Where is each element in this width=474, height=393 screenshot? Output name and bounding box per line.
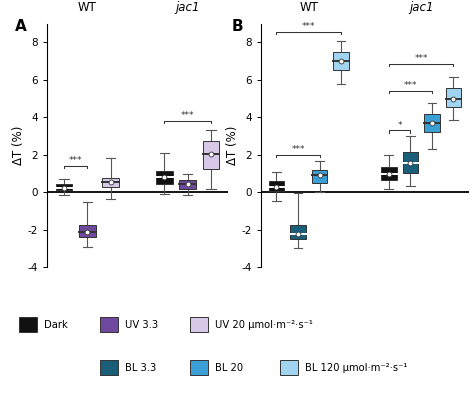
Bar: [79, 225, 96, 237]
Text: ***: ***: [302, 22, 316, 31]
Bar: [381, 167, 397, 180]
Text: B: B: [231, 19, 243, 34]
Bar: [312, 170, 328, 183]
Text: WT: WT: [78, 1, 97, 14]
Text: ***: ***: [181, 111, 194, 120]
Y-axis label: ΔT (%): ΔT (%): [12, 126, 25, 165]
Text: jac1: jac1: [175, 1, 200, 14]
Bar: [269, 181, 284, 191]
Bar: [203, 141, 219, 169]
Text: Dark: Dark: [44, 320, 68, 330]
Bar: [179, 180, 196, 189]
Text: jac1: jac1: [409, 1, 433, 14]
Text: A: A: [15, 19, 27, 34]
Text: BL 20: BL 20: [215, 363, 243, 373]
Y-axis label: ΔT (%): ΔT (%): [226, 126, 238, 165]
Text: ***: ***: [69, 156, 82, 165]
Text: ***: ***: [404, 81, 417, 90]
Bar: [402, 152, 418, 173]
Text: ***: ***: [414, 54, 428, 63]
Bar: [424, 114, 440, 132]
Text: *: *: [397, 121, 402, 130]
Bar: [290, 225, 306, 239]
Text: UV 3.3: UV 3.3: [125, 320, 158, 330]
Text: ***: ***: [291, 145, 305, 154]
Text: BL 120 μmol·m⁻²·s⁻¹: BL 120 μmol·m⁻²·s⁻¹: [305, 363, 407, 373]
Bar: [55, 184, 72, 190]
Bar: [446, 88, 461, 107]
Text: WT: WT: [300, 1, 318, 14]
Text: UV 20 μmol·m⁻²·s⁻¹: UV 20 μmol·m⁻²·s⁻¹: [215, 320, 312, 330]
Bar: [333, 52, 349, 70]
Bar: [156, 171, 173, 184]
Text: BL 3.3: BL 3.3: [125, 363, 156, 373]
Bar: [102, 178, 119, 187]
